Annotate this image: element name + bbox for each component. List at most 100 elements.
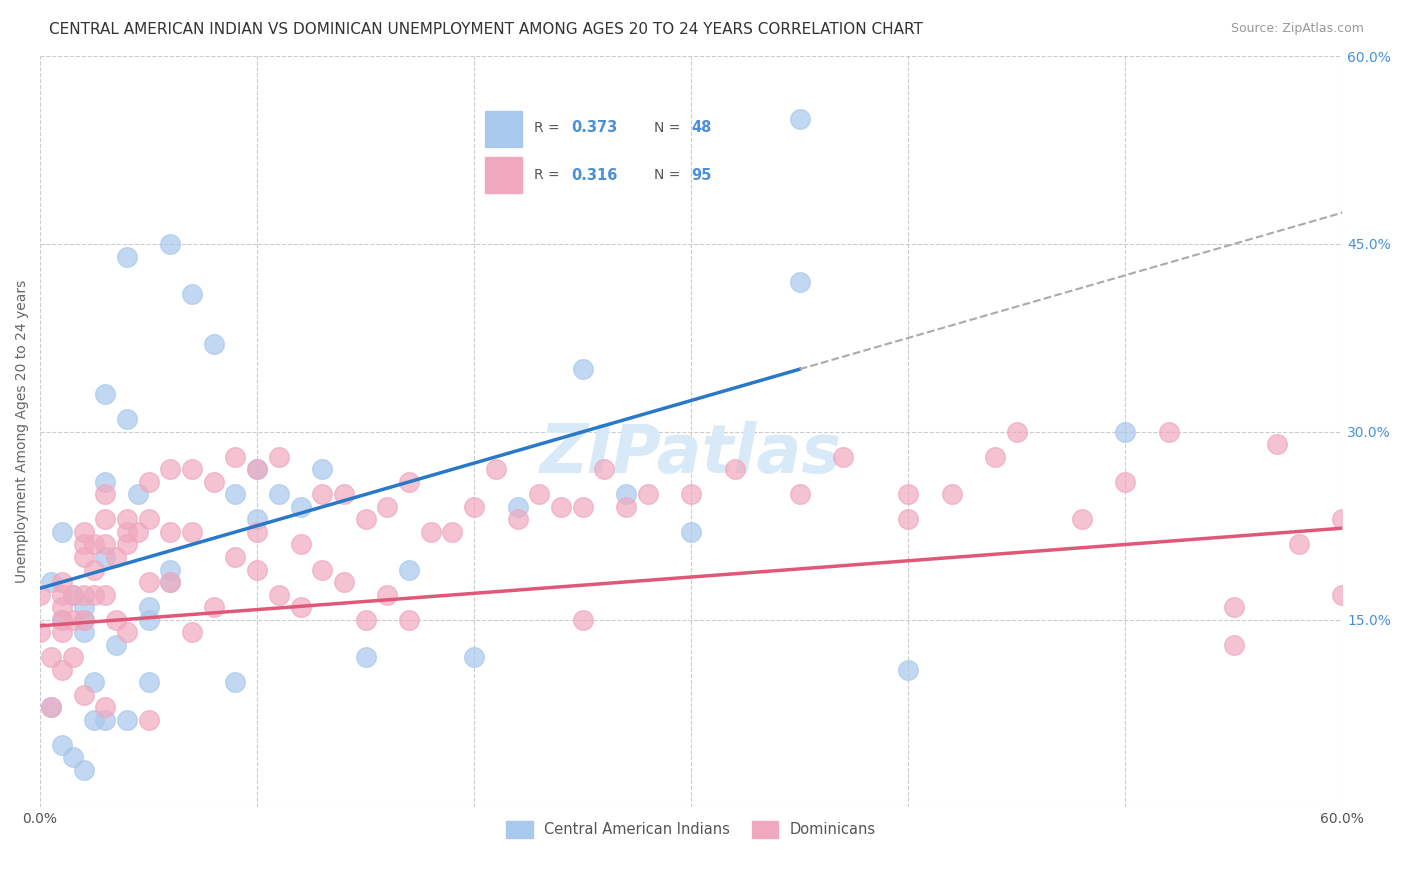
Point — [1331, 588, 1354, 602]
Point — [105, 638, 128, 652]
Point — [1288, 537, 1310, 551]
Point — [72, 688, 94, 702]
Point — [398, 613, 420, 627]
Point — [267, 487, 290, 501]
Point — [571, 500, 593, 514]
Point — [115, 250, 138, 264]
Point — [138, 475, 160, 489]
Point — [181, 625, 204, 640]
Point — [72, 537, 94, 551]
Point — [224, 487, 246, 501]
Point — [159, 575, 181, 590]
Point — [115, 537, 138, 551]
Point — [485, 462, 508, 476]
Point — [72, 613, 94, 627]
Point — [529, 487, 551, 501]
Point — [72, 600, 94, 615]
Point — [115, 625, 138, 640]
Point — [115, 524, 138, 539]
Point — [94, 700, 117, 714]
Text: CENTRAL AMERICAN INDIAN VS DOMINICAN UNEMPLOYMENT AMONG AGES 20 TO 24 YEARS CORR: CENTRAL AMERICAN INDIAN VS DOMINICAN UNE… — [49, 22, 924, 37]
Point — [94, 588, 117, 602]
Point — [246, 462, 269, 476]
Point — [51, 613, 73, 627]
Point — [83, 713, 105, 727]
Point — [723, 462, 745, 476]
Point — [159, 575, 181, 590]
Point — [181, 287, 204, 301]
Point — [181, 462, 204, 476]
Point — [681, 487, 703, 501]
Point — [51, 613, 73, 627]
Point — [333, 575, 356, 590]
Point — [246, 562, 269, 576]
Point — [398, 562, 420, 576]
Point — [224, 450, 246, 464]
Point — [62, 750, 84, 764]
Point — [1005, 425, 1028, 439]
Point — [311, 562, 333, 576]
Point — [246, 512, 269, 526]
Point — [51, 663, 73, 677]
Point — [1222, 600, 1244, 615]
Point — [681, 524, 703, 539]
Point — [115, 713, 138, 727]
Point — [30, 588, 52, 602]
Point — [1114, 425, 1136, 439]
Point — [62, 588, 84, 602]
Point — [1265, 437, 1288, 451]
Point — [138, 613, 160, 627]
Point — [897, 487, 920, 501]
Point — [354, 512, 377, 526]
Y-axis label: Unemployment Among Ages 20 to 24 years: Unemployment Among Ages 20 to 24 years — [15, 280, 30, 583]
Point — [832, 450, 855, 464]
Point — [94, 512, 117, 526]
Point — [1331, 512, 1354, 526]
Point — [1114, 475, 1136, 489]
Point — [127, 524, 149, 539]
Point — [115, 512, 138, 526]
Point — [267, 588, 290, 602]
Point — [398, 475, 420, 489]
Point — [897, 512, 920, 526]
Point — [311, 487, 333, 501]
Point — [290, 537, 312, 551]
Point — [138, 575, 160, 590]
Point — [159, 237, 181, 252]
Point — [202, 475, 225, 489]
Point — [246, 462, 269, 476]
Point — [375, 588, 398, 602]
Point — [1157, 425, 1180, 439]
Point — [897, 663, 920, 677]
Point — [94, 537, 117, 551]
Point — [72, 763, 94, 777]
Point — [789, 112, 811, 126]
Point — [290, 500, 312, 514]
Point — [39, 650, 62, 665]
Point — [51, 738, 73, 752]
Point — [72, 613, 94, 627]
Point — [246, 524, 269, 539]
Point — [290, 600, 312, 615]
Point — [571, 362, 593, 376]
Point — [941, 487, 963, 501]
Text: Source: ZipAtlas.com: Source: ZipAtlas.com — [1230, 22, 1364, 36]
Point — [550, 500, 572, 514]
Point — [463, 650, 485, 665]
Point — [159, 524, 181, 539]
Point — [138, 600, 160, 615]
Point — [62, 613, 84, 627]
Point — [72, 524, 94, 539]
Point — [127, 487, 149, 501]
Point — [51, 588, 73, 602]
Point — [39, 700, 62, 714]
Point — [83, 537, 105, 551]
Point — [984, 450, 1007, 464]
Point — [83, 675, 105, 690]
Point — [311, 462, 333, 476]
Point — [138, 675, 160, 690]
Point — [83, 562, 105, 576]
Point — [1070, 512, 1092, 526]
Point — [463, 500, 485, 514]
Point — [115, 412, 138, 426]
